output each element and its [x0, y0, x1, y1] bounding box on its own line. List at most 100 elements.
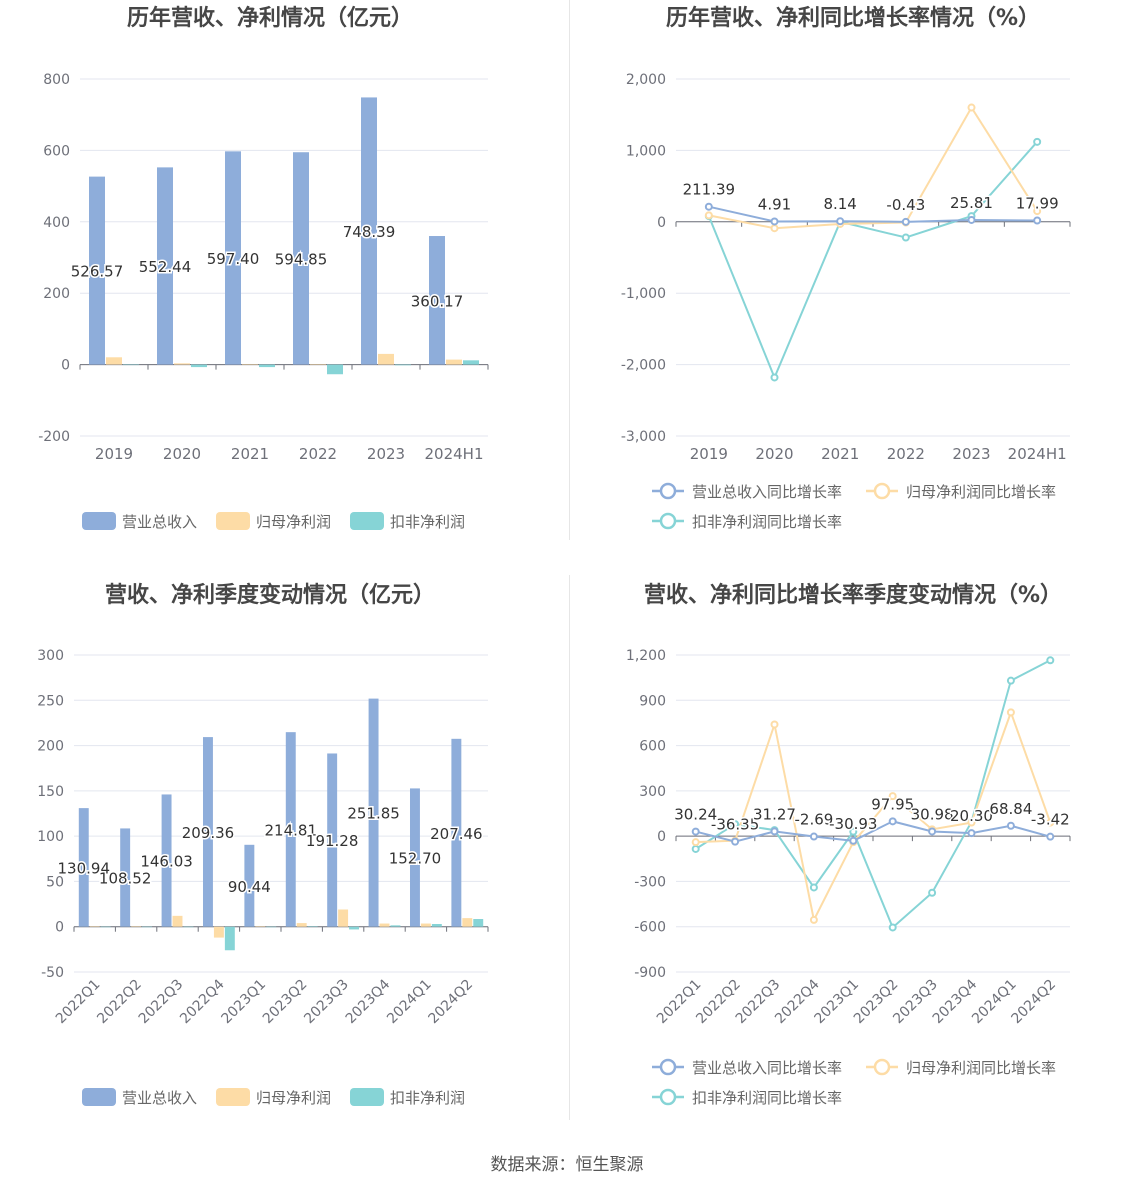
data-label-revenue: 526.57 — [71, 263, 124, 281]
y-tick-label: 0 — [55, 920, 64, 936]
y-tick-label: 600 — [43, 143, 70, 159]
point-deducted-profit-growth — [691, 844, 700, 853]
chart-title: 历年营收、净利情况（亿元） — [127, 5, 413, 31]
y-tick-label: 0 — [657, 215, 666, 231]
y-tick-label: 900 — [639, 693, 666, 709]
bar-revenue — [244, 844, 255, 927]
bar-net-profit — [89, 926, 100, 927]
data-label-revenue: 108.52 — [99, 870, 152, 888]
point-net-profit-growth — [770, 720, 779, 729]
bar-revenue — [78, 808, 89, 927]
y-tick-label: -300 — [634, 874, 666, 890]
bar-deducted-profit — [266, 926, 277, 928]
data-label-revenue: 597.40 — [207, 250, 260, 268]
y-tick-label: -2,000 — [621, 358, 666, 374]
y-tick-label: 250 — [37, 693, 64, 709]
line-deducted-profit-growth — [695, 659, 1051, 930]
bar-deducted-profit — [123, 364, 139, 366]
annual-revenue-profit-chart: 历年营收、净利情况（亿元） -200 0 200 400 600 800 2019 2020 20… — [0, 0, 566, 545]
bar-revenue — [368, 698, 379, 927]
legend-label: 营业总收入 — [122, 513, 197, 531]
data-label-revenue-growth: 31.27 — [753, 805, 796, 823]
point-revenue-growth — [928, 827, 937, 836]
y-tick-label: 800 — [43, 72, 70, 88]
data-label-revenue: 207.46 — [430, 825, 483, 843]
y-tick-label: 0 — [61, 358, 70, 374]
bar-net-profit — [106, 357, 122, 365]
data-label-revenue: 748.39 — [343, 223, 396, 241]
quarterly-revenue-profit-chart: 营收、净利季度变动情况（亿元） -50 0 50 100 150 200 250 300 2022… — [0, 572, 566, 1122]
point-net-profit-growth — [704, 211, 713, 220]
quarterly-growth-rate-svg: 营收、净利同比增长率季度变动情况（%） -900 -600 -300 0 300 600 90… — [626, 582, 1071, 1107]
x-tick-label: 2022Q3 — [136, 977, 187, 1028]
legend-label: 营业总收入 — [122, 1089, 197, 1107]
point-revenue-growth — [770, 827, 779, 836]
x-tick-label: 2022Q4 — [177, 976, 228, 1027]
data-label-revenue-growth: 97.95 — [871, 795, 914, 813]
y-tick-label: 400 — [43, 215, 70, 231]
bar-revenue — [202, 737, 213, 927]
point-revenue-growth — [967, 215, 976, 224]
y-tick-label: 200 — [43, 286, 70, 302]
vertical-divider-bottom — [569, 575, 570, 1120]
legend-label: 扣非净利润同比增长率 — [692, 513, 842, 531]
data-label-revenue-growth: 30.24 — [674, 806, 717, 824]
point-revenue-growth — [1033, 216, 1042, 225]
data-label-revenue-growth: -3.42 — [1031, 811, 1070, 829]
bar-revenue — [120, 828, 131, 927]
chart-title: 营收、净利同比增长率季度变动情况（%） — [644, 582, 1062, 608]
bar-net-profit — [296, 923, 307, 927]
y-tick-label: -600 — [634, 920, 666, 936]
bar-revenue — [89, 176, 105, 365]
bar-deducted-profit — [349, 926, 360, 930]
bar-net-profit — [213, 926, 224, 938]
bar-deducted-profit — [100, 926, 111, 928]
point-revenue-growth — [691, 827, 700, 836]
x-tick-label: 2020 — [755, 445, 793, 463]
point-net-profit-growth — [1033, 207, 1042, 216]
bar-revenue — [293, 152, 309, 365]
bar-revenue — [157, 167, 173, 365]
bar-deducted-profit — [327, 364, 343, 375]
point-deducted-profit-growth — [928, 888, 937, 897]
data-label-revenue: 130.94 — [58, 859, 111, 877]
bar-deducted-profit — [463, 360, 479, 365]
data-label-revenue: 209.36 — [182, 824, 235, 842]
point-revenue-growth — [809, 832, 818, 841]
point-net-profit-growth — [967, 103, 976, 112]
x-tick-label: 2022 — [299, 445, 337, 463]
data-label-revenue-growth: -36.35 — [711, 816, 759, 834]
bar-revenue — [451, 738, 462, 927]
bar-net-profit — [446, 359, 462, 365]
data-label-revenue-growth: -30.93 — [829, 815, 877, 833]
y-tick-label: 300 — [37, 648, 64, 664]
bar-revenue — [409, 788, 420, 927]
point-deducted-profit-growth — [1006, 676, 1015, 685]
legend-label: 归母净利润 — [256, 513, 331, 531]
bar-net-profit — [174, 363, 190, 365]
x-tick-label: 2023Q1 — [219, 977, 270, 1028]
data-label-revenue-growth: -0.43 — [886, 196, 925, 214]
data-label-revenue-growth: 68.84 — [989, 800, 1032, 818]
y-tick-label: 150 — [37, 784, 64, 800]
legend-label: 归母净利润同比增长率 — [906, 1059, 1056, 1077]
bar-net-profit — [172, 915, 183, 927]
x-tick-label: 2019 — [690, 445, 728, 463]
bar-deducted-profit — [473, 919, 484, 927]
legend-swatch-marker — [873, 482, 891, 500]
y-tick-label: 200 — [37, 739, 64, 755]
bar-revenue — [161, 794, 172, 927]
legend-label: 营业总收入同比增长率 — [692, 483, 842, 501]
legend-swatch — [82, 1088, 116, 1106]
y-tick-label: 0 — [657, 829, 666, 845]
legend-swatch-marker — [659, 1058, 677, 1076]
legend-swatch — [350, 512, 384, 530]
legend-label: 归母净利润同比增长率 — [906, 483, 1056, 501]
bar-revenue — [225, 151, 241, 365]
data-label-revenue-growth: 17.99 — [1016, 195, 1059, 213]
point-revenue-growth — [967, 829, 976, 838]
point-deducted-profit-growth — [731, 820, 740, 829]
data-label-revenue: 90.44 — [228, 878, 271, 896]
vertical-divider-top — [569, 0, 570, 540]
bar-net-profit — [310, 364, 326, 365]
